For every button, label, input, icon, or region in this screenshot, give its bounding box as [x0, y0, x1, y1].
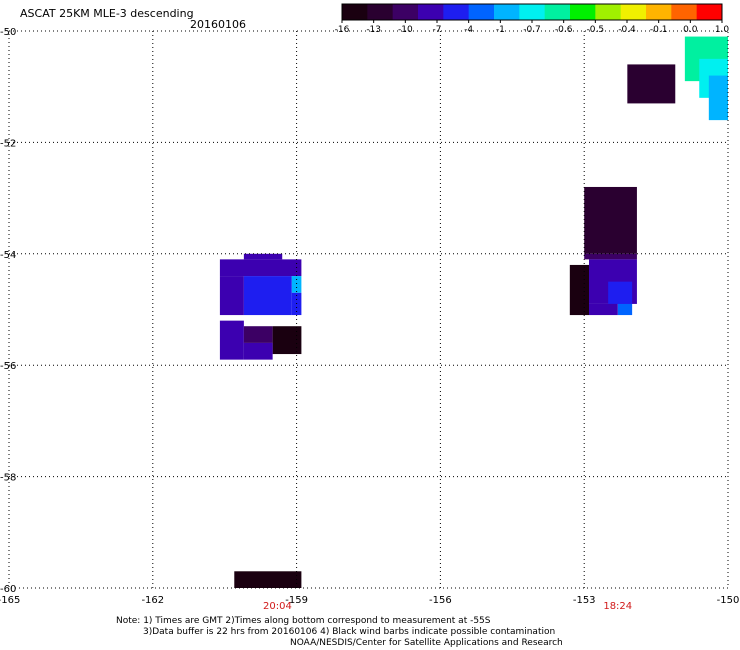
data-cell	[588, 303, 618, 316]
lon-tick-label: -156	[429, 595, 452, 606]
colorbar-tick-label: -0.1	[650, 25, 668, 35]
colorbar-segment	[620, 4, 647, 20]
colorbar-segment	[342, 4, 368, 20]
colorbar-tick-label: -7	[433, 25, 442, 35]
colorbar-segment	[544, 4, 571, 20]
lat-tick-label: -56	[0, 361, 16, 372]
colorbar-tick-label: -16	[335, 25, 350, 35]
data-cell	[272, 326, 302, 355]
colorbar-segment	[646, 4, 672, 20]
data-cell	[569, 264, 589, 316]
data-cell	[219, 259, 302, 277]
data-cell	[219, 320, 244, 360]
colorbar-segment	[418, 4, 444, 20]
colorbar-segment	[519, 4, 546, 20]
colorbar-segment	[367, 4, 394, 20]
colorbar-tick-label: -0.5	[587, 25, 605, 35]
data-cell	[243, 326, 273, 343]
colorbar-tick-label: -13	[366, 25, 381, 35]
colorbar-segment	[595, 4, 622, 20]
lon-tick-label: -150	[717, 595, 740, 606]
lon-tick-label: -165	[0, 595, 20, 606]
lon-tick-label: -162	[141, 595, 164, 606]
data-cell	[219, 276, 244, 316]
product-title: ASCAT 25KM MLE-3 descending	[20, 7, 194, 20]
colorbar-tick-label: -1	[496, 25, 505, 35]
data-cell	[708, 75, 728, 121]
data-cell	[584, 186, 637, 254]
colorbar-segment	[570, 4, 596, 20]
data-cell	[617, 303, 633, 316]
data-cell	[627, 64, 676, 104]
colorbar-segment	[494, 4, 520, 20]
lon-tick-label: -153	[573, 595, 596, 606]
lat-tick-label: -50	[0, 27, 16, 38]
footer-credit: NOAA/NESDIS/Center for Satellite Applica…	[290, 638, 563, 648]
data-cell	[234, 571, 302, 588]
data-cell	[608, 281, 633, 304]
data-cell	[243, 253, 283, 260]
colorbar-segment	[392, 4, 419, 20]
pass-time-label: 18:24	[603, 601, 632, 612]
colorbar-segment	[696, 4, 723, 20]
footer-note-line2: 3)Data buffer is 22 hrs from 20160106 4)…	[143, 627, 556, 637]
colorbar-tick-label: -0.6	[555, 25, 573, 35]
colorbar-tick-label: -0.4	[618, 25, 636, 35]
colorbar-tick-label: -0.7	[523, 25, 541, 35]
footer-note-line1: Note: 1) Times are GMT 2)Times along bot…	[116, 616, 491, 626]
data-cell	[291, 276, 302, 293]
colorbar-segment	[671, 4, 698, 20]
lat-tick-label: -58	[0, 473, 16, 484]
pass-time-label: 20:04	[263, 601, 292, 612]
data-cell	[584, 253, 637, 260]
colorbar-segment	[468, 4, 495, 20]
lat-tick-label: -52	[0, 138, 16, 149]
lon-tick-label: -159	[285, 595, 308, 606]
colorbar-segment	[443, 4, 470, 20]
data-cell	[243, 276, 292, 316]
lat-tick-label: -60	[0, 584, 16, 595]
lat-tick-label: -54	[0, 250, 16, 261]
product-date: 20160106	[190, 18, 246, 31]
colorbar-tick-label: -4	[464, 25, 473, 35]
colorbar-tick-label: -10	[398, 25, 413, 35]
colorbar-tick-label: 1.0	[715, 25, 730, 35]
colorbar-tick-label: 0.0	[683, 25, 698, 35]
data-cell	[243, 342, 273, 360]
